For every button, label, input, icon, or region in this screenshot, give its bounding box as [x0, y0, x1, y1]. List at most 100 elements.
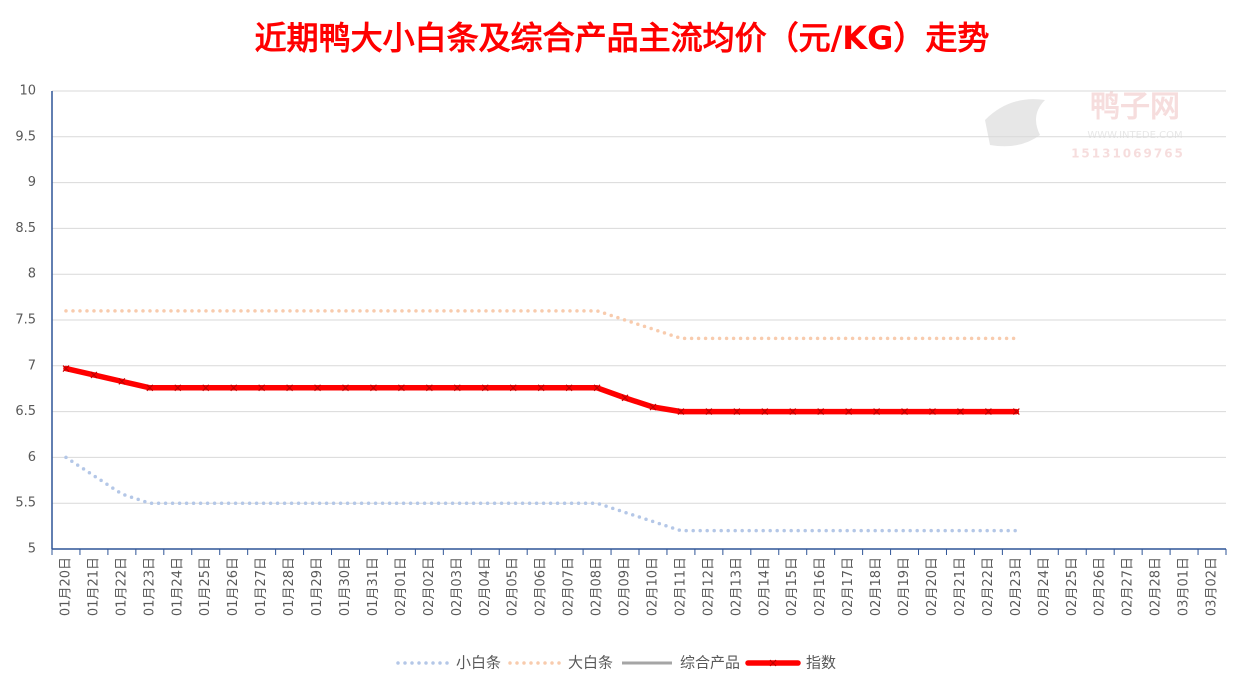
data-marker	[202, 384, 210, 392]
x-tick-label: 02月20日	[925, 557, 940, 616]
x-tick-label: 03月02日	[1205, 557, 1220, 616]
data-marker	[1012, 408, 1020, 416]
data-marker	[817, 408, 825, 416]
y-tick-label: 6	[28, 450, 36, 465]
x-tick-label: 02月18日	[869, 557, 884, 616]
watermark-phone: 15131069765	[1071, 147, 1185, 161]
data-marker	[509, 384, 517, 392]
data-marker	[873, 408, 881, 416]
data-marker	[929, 408, 936, 416]
data-marker	[453, 384, 461, 392]
x-tick-label: 01月20日	[58, 557, 73, 616]
x-tick-label: 01月21日	[86, 557, 101, 616]
x-tick-label: 01月22日	[114, 557, 129, 616]
y-tick-label: 8.5	[15, 221, 36, 236]
chart-title: 近期鸭大小白条及综合产品主流均价（元/KG）走势	[255, 19, 990, 57]
x-tick-label: 02月06日	[534, 557, 549, 616]
x-tick-label: 02月21日	[953, 557, 968, 616]
x-tick-label: 03月01日	[1177, 557, 1192, 616]
x-tick-label: 01月27日	[254, 557, 269, 616]
x-tick-label: 02月17日	[841, 557, 856, 616]
x-tick-label: 01月29日	[310, 557, 325, 616]
data-marker	[984, 408, 992, 416]
data-marker	[118, 377, 126, 385]
data-marker	[62, 365, 70, 372]
x-tick-label: 02月19日	[897, 557, 912, 616]
legend-label: 综合产品	[680, 654, 740, 672]
x-tick-label: 02月01日	[394, 557, 409, 616]
data-marker	[286, 384, 294, 392]
x-tick-label: 02月08日	[590, 557, 605, 616]
data-marker	[258, 384, 266, 392]
data-marker	[481, 384, 489, 392]
x-tick-label: 02月04日	[478, 557, 493, 616]
data-marker	[174, 384, 182, 392]
data-marker	[789, 408, 797, 416]
x-tick-label: 02月26日	[1093, 557, 1108, 616]
data-marker	[425, 384, 433, 392]
watermark: 鸭子网 WWW.INTEDE.COM 15131069765	[985, 90, 1185, 161]
data-marker	[705, 408, 713, 416]
data-marker	[230, 384, 238, 392]
legend-label: 小白条	[456, 654, 501, 672]
x-tick-label: 02月02日	[422, 557, 437, 616]
x-tick-label: 02月11日	[673, 557, 688, 616]
watermark-logo	[985, 99, 1045, 147]
data-marker	[314, 384, 321, 392]
y-tick-label: 7	[28, 358, 36, 373]
data-marker	[677, 408, 685, 416]
data-marker	[146, 384, 154, 392]
x-tick-label: 02月07日	[562, 557, 577, 616]
x-tick-label: 02月15日	[785, 557, 800, 616]
watermark-site: WWW.INTEDE.COM	[1087, 130, 1182, 141]
x-tick-label: 02月14日	[757, 557, 772, 616]
data-marker	[342, 384, 349, 392]
data-marker	[565, 384, 573, 392]
x-tick-label: 02月12日	[701, 557, 716, 616]
y-tick-label: 5	[28, 542, 36, 557]
x-tick-label: 01月31日	[366, 557, 381, 616]
x-tick-label: 02月03日	[450, 557, 465, 616]
legend-label: 大白条	[568, 654, 613, 672]
x-tick-label: 01月24日	[170, 557, 185, 616]
x-tick-label: 02月24日	[1037, 557, 1052, 616]
x-tick-label: 01月25日	[198, 557, 213, 616]
x-tick-label: 01月26日	[226, 557, 241, 616]
series-line	[64, 455, 1019, 533]
x-tick-label: 02月28日	[1149, 557, 1164, 616]
x-tick-label: 01月30日	[338, 557, 353, 616]
data-marker	[649, 403, 657, 411]
y-tick-label: 8	[28, 267, 36, 282]
data-marker	[901, 408, 908, 416]
data-marker	[593, 384, 601, 392]
data-marker	[90, 371, 98, 379]
data-marker	[733, 408, 741, 416]
series-line	[64, 309, 1019, 341]
data-marker	[957, 408, 964, 416]
data-marker	[537, 384, 545, 392]
x-tick-label: 02月22日	[981, 557, 996, 616]
data-marker	[761, 408, 769, 416]
x-tick-label: 02月13日	[729, 557, 744, 616]
y-tick-label: 9.5	[15, 129, 36, 144]
y-tick-label: 9	[28, 175, 36, 190]
y-tick-label: 7.5	[15, 313, 36, 328]
x-tick-label: 02月25日	[1065, 557, 1080, 616]
y-tick-label: 10	[19, 84, 36, 99]
watermark-name: 鸭子网	[1090, 90, 1180, 125]
legend-marker	[769, 659, 777, 667]
data-marker	[397, 384, 405, 392]
legend-label: 指数	[806, 654, 836, 672]
data-marker	[370, 384, 377, 392]
x-tick-label: 02月23日	[1009, 557, 1024, 616]
x-tick-label: 02月05日	[506, 557, 521, 616]
x-tick-label: 02月16日	[813, 557, 828, 616]
x-tick-label: 02月27日	[1121, 557, 1136, 616]
data-marker	[621, 394, 629, 402]
x-tick-label: 01月28日	[282, 557, 297, 616]
y-tick-label: 6.5	[15, 404, 36, 419]
x-tick-label: 02月09日	[618, 557, 633, 616]
data-marker	[845, 408, 853, 416]
x-tick-label: 01月23日	[142, 557, 157, 616]
